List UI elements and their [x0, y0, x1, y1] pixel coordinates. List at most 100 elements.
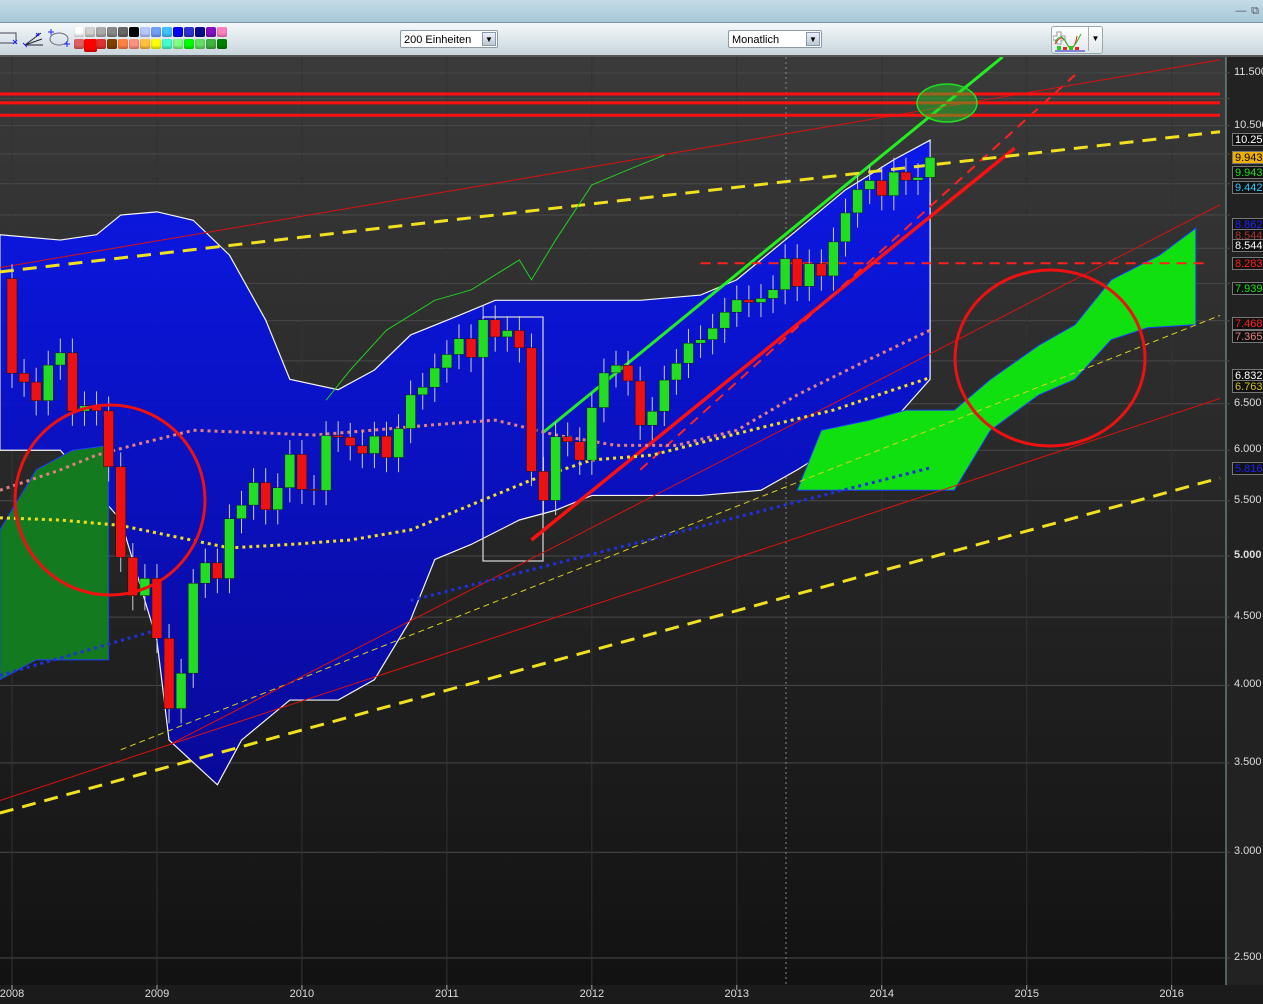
price-value-label: 10.256: [1232, 133, 1263, 147]
color-swatch[interactable]: [129, 27, 139, 37]
color-swatch[interactable]: [74, 39, 84, 49]
price-chart[interactable]: [0, 57, 1263, 1004]
highlight-rectangle[interactable]: [482, 316, 544, 562]
candle: [816, 249, 827, 291]
ellipse-tool-icon[interactable]: [46, 27, 72, 49]
candle-body: [924, 157, 936, 178]
add-indicator-button[interactable]: ▼: [1051, 26, 1103, 54]
candle: [888, 157, 900, 211]
chevron-down-icon[interactable]: ▼: [806, 32, 820, 46]
candle: [6, 264, 18, 388]
candle: [417, 372, 428, 410]
candle-body: [115, 466, 126, 558]
color-swatch[interactable]: [118, 39, 128, 49]
color-swatch[interactable]: [118, 27, 128, 37]
color-swatch[interactable]: [162, 39, 172, 49]
y-tick-label: 10.500: [1234, 118, 1263, 131]
price-value-label: 6.763: [1232, 380, 1263, 394]
color-swatch[interactable]: [151, 39, 161, 49]
rectangle-tool-icon[interactable]: [0, 27, 24, 49]
candle-body: [598, 372, 610, 408]
candle: [719, 297, 730, 343]
price-value-label: 8.544: [1232, 239, 1263, 253]
color-swatch[interactable]: [217, 27, 227, 37]
candle: [912, 163, 924, 195]
color-swatch[interactable]: [129, 39, 139, 49]
annotation-circle[interactable]: [953, 268, 1147, 448]
color-swatch[interactable]: [107, 39, 117, 49]
color-swatch[interactable]: [217, 39, 227, 49]
color-swatch[interactable]: [85, 27, 95, 37]
candle-body: [284, 454, 296, 488]
candle: [707, 313, 718, 355]
candle: [767, 275, 779, 314]
candle: [779, 244, 791, 305]
trendline-fan-tool-icon[interactable]: [22, 27, 46, 49]
candle-body: [864, 180, 875, 190]
price-value-label: 5.816: [1232, 462, 1263, 476]
minimize-icon[interactable]: —: [1235, 5, 1247, 17]
color-swatch[interactable]: [107, 27, 117, 37]
candle-body: [586, 407, 598, 461]
color-swatch[interactable]: [151, 27, 161, 37]
color-swatch[interactable]: [195, 27, 205, 37]
chevron-down-icon[interactable]: ▼: [482, 32, 496, 46]
candle-body: [550, 436, 561, 501]
candle: [514, 316, 525, 363]
candle: [200, 548, 211, 598]
color-swatch[interactable]: [173, 27, 183, 37]
candle-body: [272, 487, 284, 510]
color-swatch[interactable]: [162, 27, 172, 37]
candle: [163, 624, 175, 724]
color-swatch[interactable]: [74, 27, 84, 37]
color-swatch[interactable]: [206, 39, 216, 49]
annotation-ellipse[interactable]: [916, 83, 978, 123]
price-value-label: 7.365: [1232, 330, 1263, 344]
candle: [598, 358, 610, 423]
candle-body: [671, 363, 682, 381]
color-swatch[interactable]: [140, 39, 150, 49]
color-swatch[interactable]: [140, 27, 150, 37]
color-swatch[interactable]: [184, 39, 194, 49]
color-swatch[interactable]: [173, 39, 183, 49]
candle: [127, 543, 139, 611]
candle-body: [659, 379, 670, 412]
price-axis: [1226, 57, 1263, 985]
candle: [622, 350, 634, 396]
trend-line: [0, 397, 1221, 801]
chevron-down-icon[interactable]: ▼: [1088, 27, 1102, 51]
y-tick-label: 5.000: [1234, 548, 1262, 561]
restore-icon[interactable]: ⧉: [1251, 5, 1259, 17]
color-swatch[interactable]: [96, 27, 106, 37]
candle: [743, 285, 755, 318]
candle-body: [296, 454, 308, 490]
candle-body: [912, 177, 924, 181]
candle-body: [526, 347, 537, 472]
candle: [502, 316, 513, 352]
candle-body: [55, 352, 66, 366]
candle-body: [308, 489, 320, 491]
candle-body: [441, 354, 453, 369]
x-tick-label: 2014: [869, 988, 894, 1000]
interval-select[interactable]: Monatlich ▼: [728, 30, 822, 48]
candle-body: [248, 482, 259, 506]
candle: [332, 421, 344, 452]
annotation-circle[interactable]: [13, 403, 207, 597]
color-swatch[interactable]: [84, 39, 97, 52]
color-swatch[interactable]: [96, 39, 106, 49]
candle-body: [6, 278, 18, 374]
candle-body: [465, 338, 477, 358]
color-swatch[interactable]: [195, 39, 205, 49]
candle: [115, 452, 126, 573]
x-tick-label: 2010: [289, 988, 315, 1000]
candle: [308, 475, 320, 506]
y-tick-label: 2.500: [1234, 951, 1262, 963]
candle: [187, 568, 199, 688]
units-select[interactable]: 200 Einheiten ▼: [400, 30, 498, 48]
candle: [489, 305, 501, 352]
candle: [465, 324, 477, 373]
ichimoku-cloud: [0, 444, 110, 681]
color-swatch[interactable]: [184, 27, 194, 37]
color-swatch[interactable]: [206, 27, 216, 37]
candle: [610, 350, 622, 388]
